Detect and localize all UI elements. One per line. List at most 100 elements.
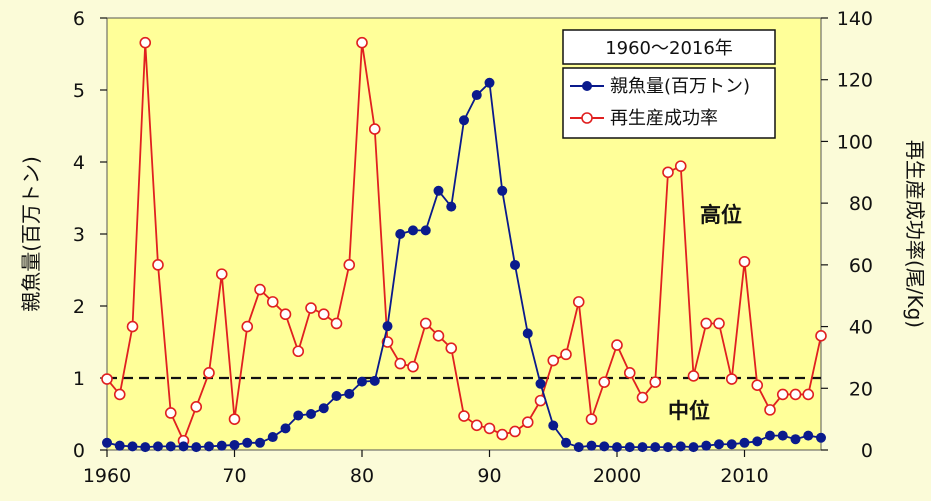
data-point-recruitment-success: [317, 308, 330, 321]
data-point-spawning-biomass: [561, 437, 571, 448]
period-label: 1960〜2016年: [605, 38, 733, 59]
data-point-recruitment-success: [203, 367, 215, 379]
data-point-recruitment-success: [292, 345, 305, 358]
data-point-spawning-biomass: [790, 434, 801, 445]
data-point-spawning-biomass: [382, 321, 393, 332]
x-tick-label: 1960: [83, 465, 131, 487]
data-point-recruitment-success: [496, 428, 509, 441]
data-point-spawning-biomass: [573, 442, 584, 453]
data-point-recruitment-success: [419, 317, 432, 330]
left-tick-label: 4: [73, 152, 85, 174]
data-point-spawning-biomass: [204, 441, 214, 452]
x-tick-label: 80: [350, 465, 374, 487]
data-point-recruitment-success: [572, 296, 585, 308]
data-point-recruitment-success: [445, 342, 458, 354]
data-point-recruitment-success: [139, 36, 152, 49]
data-point-recruitment-success: [190, 400, 203, 413]
data-point-recruitment-success: [509, 425, 521, 438]
data-point-recruitment-success: [470, 419, 483, 432]
data-point-recruitment-success: [725, 373, 738, 385]
left-tick-label: 5: [73, 80, 85, 102]
data-point-recruitment-success: [241, 320, 254, 333]
data-point-spawning-biomass: [318, 403, 329, 414]
data-point-recruitment-success: [152, 259, 164, 271]
data-point-spawning-biomass: [446, 201, 457, 212]
data-point-spawning-biomass: [216, 440, 227, 451]
data-point-recruitment-success: [407, 360, 419, 373]
data-point-spawning-biomass: [267, 432, 278, 443]
data-point-recruitment-success: [636, 391, 649, 404]
data-point-recruitment-success: [483, 422, 496, 435]
data-point-recruitment-success: [521, 416, 534, 429]
x-tick-label: 70: [222, 465, 246, 487]
data-point-spawning-biomass: [612, 442, 622, 453]
data-point-spawning-biomass: [765, 430, 775, 441]
legend-marker-recruitment-success: [581, 112, 593, 124]
data-point-spawning-biomass: [153, 441, 163, 452]
axes-layer: 1960 70 80 90 2000 20100123456020406080100120…: [73, 8, 873, 487]
annotation-mid-level: 中位: [668, 399, 710, 423]
data-point-spawning-biomass: [675, 441, 686, 452]
data-point-recruitment-success: [802, 388, 815, 401]
data-point-recruitment-success: [764, 404, 776, 416]
data-point-spawning-biomass: [229, 439, 240, 450]
data-point-spawning-biomass: [599, 441, 610, 452]
data-point-spawning-biomass: [752, 436, 763, 447]
left-tick-label: 3: [73, 224, 85, 246]
data-point-recruitment-success: [776, 388, 789, 401]
data-point-spawning-biomass: [777, 430, 788, 441]
data-point-spawning-biomass: [127, 441, 138, 452]
data-point-recruitment-success: [738, 255, 751, 268]
data-point-recruitment-success: [458, 410, 470, 422]
period-label-box: 1960〜2016年: [562, 29, 776, 65]
data-point-recruitment-success: [356, 36, 368, 49]
data-point-recruitment-success: [662, 166, 674, 179]
data-point-spawning-biomass: [701, 440, 712, 451]
data-point-recruitment-success: [611, 339, 623, 351]
data-point-spawning-biomass: [548, 420, 559, 431]
x-tick-label: 2000: [593, 465, 641, 487]
right-tick-label: 20: [849, 378, 873, 400]
data-point-spawning-biomass: [816, 432, 826, 443]
left-tick-label: 2: [73, 296, 85, 318]
data-point-spawning-biomass: [714, 439, 724, 450]
data-point-spawning-biomass: [255, 437, 265, 448]
data-point-recruitment-success: [101, 373, 113, 385]
data-point-spawning-biomass: [369, 375, 380, 386]
data-point-recruitment-success: [368, 123, 381, 135]
data-point-recruitment-success: [279, 308, 292, 321]
data-point-spawning-biomass: [535, 378, 546, 389]
annotation-high-level: 高位: [700, 203, 742, 227]
data-point-spawning-biomass: [624, 442, 635, 453]
data-point-recruitment-success: [815, 330, 827, 342]
data-point-recruitment-success: [305, 302, 317, 314]
right-tick-label: 60: [849, 255, 873, 277]
data-point-recruitment-success: [254, 283, 266, 296]
data-point-recruitment-success: [113, 388, 126, 401]
data-point-spawning-biomass: [114, 440, 125, 451]
data-point-spawning-biomass: [688, 442, 699, 453]
data-point-spawning-biomass: [459, 115, 469, 126]
data-point-spawning-biomass: [242, 437, 253, 448]
legend-label-spawning-biomass: 親魚量(百万トン): [610, 76, 750, 97]
data-point-spawning-biomass: [280, 423, 291, 434]
data-point-spawning-biomass: [650, 442, 661, 453]
data-point-recruitment-success: [228, 413, 241, 425]
data-point-spawning-biomass: [803, 430, 814, 441]
data-point-spawning-biomass: [408, 225, 418, 236]
data-point-recruitment-success: [126, 320, 139, 333]
data-point-recruitment-success: [560, 348, 572, 361]
data-point-spawning-biomass: [293, 410, 304, 421]
right-tick-label: 120: [837, 70, 873, 92]
data-point-recruitment-success: [585, 413, 598, 425]
series-layer: [101, 36, 827, 453]
data-point-spawning-biomass: [586, 440, 597, 451]
right-tick-label: 0: [861, 440, 873, 462]
legend-marker-spawning-biomass: [582, 81, 592, 91]
right-tick-label: 40: [849, 317, 873, 339]
data-point-recruitment-success: [547, 354, 560, 367]
data-point-spawning-biomass: [357, 376, 367, 387]
data-point-spawning-biomass: [510, 259, 520, 270]
left-tick-label: 1: [73, 368, 85, 390]
